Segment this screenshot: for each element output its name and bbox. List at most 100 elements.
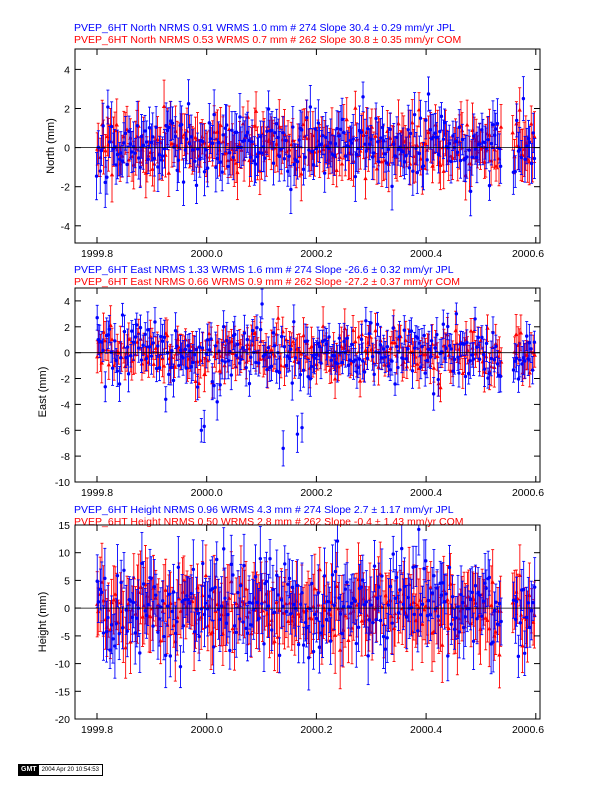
data-point-circle <box>515 118 519 123</box>
data-point-triangle <box>298 351 304 356</box>
data-point-circle <box>351 137 355 141</box>
data-point-circle <box>164 397 168 401</box>
data-point-triangle <box>287 600 293 605</box>
data-point-circle <box>191 360 195 365</box>
data-point-circle <box>523 359 527 363</box>
data-point-circle <box>110 366 115 370</box>
data-point-circle <box>422 333 426 338</box>
data-point-triangle <box>465 347 470 352</box>
data-point-circle <box>194 347 199 352</box>
data-point-circle <box>218 383 222 387</box>
data-point-triangle <box>269 347 274 352</box>
data-point-triangle <box>140 147 145 152</box>
data-point-triangle <box>181 577 187 582</box>
panel-north: PVEP_6HT North NRMS 0.91 WRMS 1.0 mm # 2… <box>45 22 544 260</box>
data-point-circle <box>156 165 160 169</box>
data-point-circle <box>103 385 107 389</box>
data-point-triangle <box>109 336 115 341</box>
data-point-circle <box>124 355 128 360</box>
data-point-circle <box>321 133 325 138</box>
data-point-circle <box>125 345 130 349</box>
data-point-circle <box>346 363 351 368</box>
data-point-triangle <box>291 339 296 344</box>
data-point-circle <box>393 382 397 386</box>
data-point-circle <box>333 142 338 146</box>
data-point-circle <box>241 346 245 350</box>
data-point-circle <box>532 340 537 344</box>
data-point-circle <box>259 151 264 155</box>
data-point-circle <box>107 140 112 144</box>
data-point-circle <box>143 332 147 337</box>
data-point-circle <box>454 139 458 144</box>
data-point-triangle <box>292 358 297 363</box>
data-point-circle <box>327 335 331 339</box>
data-point-circle <box>335 126 339 131</box>
data-point-circle <box>273 344 277 348</box>
data-point-circle <box>425 358 429 363</box>
data-point-triangle <box>353 339 358 344</box>
data-point-triangle <box>497 349 502 354</box>
data-point-triangle <box>460 370 465 375</box>
data-point-circle <box>478 142 482 146</box>
data-point-triangle <box>498 124 504 129</box>
data-point-circle <box>177 363 181 368</box>
data-point-circle <box>473 317 477 321</box>
data-point-circle <box>425 158 429 162</box>
data-point-circle <box>181 180 186 184</box>
data-point-circle <box>397 335 402 339</box>
data-point-circle <box>426 92 431 96</box>
data-point-circle <box>435 332 439 337</box>
data-point-circle <box>448 344 452 348</box>
data-point-circle <box>487 371 491 376</box>
data-point-triangle <box>166 170 171 175</box>
north-y-axis-label: North (mm) <box>45 118 57 174</box>
data-point-circle <box>127 129 131 134</box>
data-point-circle <box>226 164 230 169</box>
data-point-circle <box>120 159 125 163</box>
data-point-triangle <box>99 360 104 365</box>
data-point-circle <box>94 174 99 178</box>
data-point-circle <box>520 362 524 366</box>
data-point-triangle <box>275 315 281 320</box>
data-point-circle <box>441 137 446 142</box>
data-point-circle <box>467 148 471 152</box>
data-point-circle <box>200 346 205 350</box>
data-point-triangle <box>203 573 209 578</box>
east-xtick-label: 2000.0 <box>191 487 223 499</box>
data-point-circle <box>381 347 386 351</box>
data-point-circle <box>152 156 157 161</box>
data-point-triangle <box>436 381 441 386</box>
data-point-circle <box>311 163 316 167</box>
data-point-circle <box>484 146 488 151</box>
data-point-circle <box>438 129 442 134</box>
data-point-circle <box>151 135 155 139</box>
data-point-circle <box>198 157 202 161</box>
data-point-triangle <box>253 108 259 113</box>
data-point-circle <box>281 446 285 451</box>
data-point-circle <box>249 355 253 359</box>
data-point-circle <box>149 354 154 358</box>
data-point-circle <box>316 341 320 346</box>
data-point-circle <box>365 356 370 361</box>
data-point-circle <box>356 365 360 370</box>
data-point-circle <box>248 155 253 159</box>
data-point-circle <box>401 356 405 361</box>
north-ytick-label: -2 <box>61 182 70 194</box>
data-point-circle <box>419 365 423 369</box>
data-point-circle <box>122 329 127 334</box>
data-point-triangle <box>309 616 314 621</box>
data-point-circle <box>123 131 128 135</box>
data-point-circle <box>290 381 294 385</box>
data-point-circle <box>167 125 171 130</box>
data-point-circle <box>293 158 298 162</box>
data-point-circle <box>402 160 407 164</box>
data-point-circle <box>527 140 532 144</box>
data-point-circle <box>230 128 234 133</box>
data-point-circle <box>353 174 358 179</box>
data-point-circle <box>516 377 521 381</box>
data-point-circle <box>107 327 112 331</box>
data-point-circle <box>466 371 471 376</box>
data-point-triangle <box>441 168 446 173</box>
north-ytick-label: -4 <box>61 221 70 233</box>
data-point-circle <box>491 122 495 127</box>
